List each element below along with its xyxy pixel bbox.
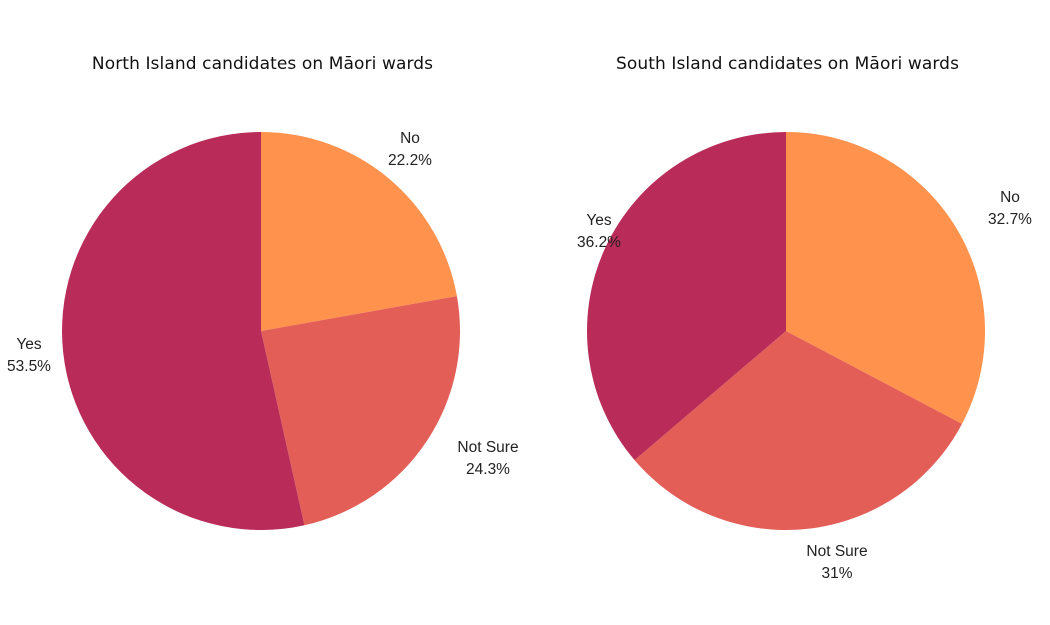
slice-name: Not Sure [457,439,519,456]
slice-value: 31% [821,565,853,582]
chart-title: North Island candidates on Māori wards [91,54,434,74]
slice-label-no: No 32.7% [980,187,1040,231]
slice-name: No [400,130,420,147]
slice-label-no: No 22.2% [370,128,450,172]
slice-value: 53.5% [7,358,51,375]
pie-slice-not-sure [634,331,962,530]
chart-title: South Island candidates on Māori wards [615,54,960,74]
south-island-chart: South Island candidates on Māori wards N… [525,0,1050,625]
pie-slice-not-sure [261,296,461,526]
slice-name: Yes [586,212,612,229]
slice-label-yes: Yes 36.2% [569,210,629,254]
north-island-chart: North Island candidates on Māori wards N… [0,54,519,530]
slice-label-not-sure: Not Sure 31% [792,541,882,585]
pie-slice-yes [587,132,786,461]
slice-name: Yes [16,336,42,353]
pie-svg [62,132,461,530]
pie-slice-yes [62,132,305,530]
slice-value: 24.3% [466,461,510,478]
slice-value: 22.2% [388,152,432,169]
slice-name: No [1000,189,1020,206]
slice-label-yes: Yes 53.5% [0,334,58,378]
slice-value: 36.2% [577,234,621,251]
slice-name: Not Sure [806,543,868,560]
pie-svg [587,132,986,530]
pie-slice-no [786,132,986,424]
pie-slice-no [261,132,457,331]
slice-value: 32.7% [988,211,1032,228]
slice-label-not-sure: Not Sure 24.3% [443,437,533,481]
